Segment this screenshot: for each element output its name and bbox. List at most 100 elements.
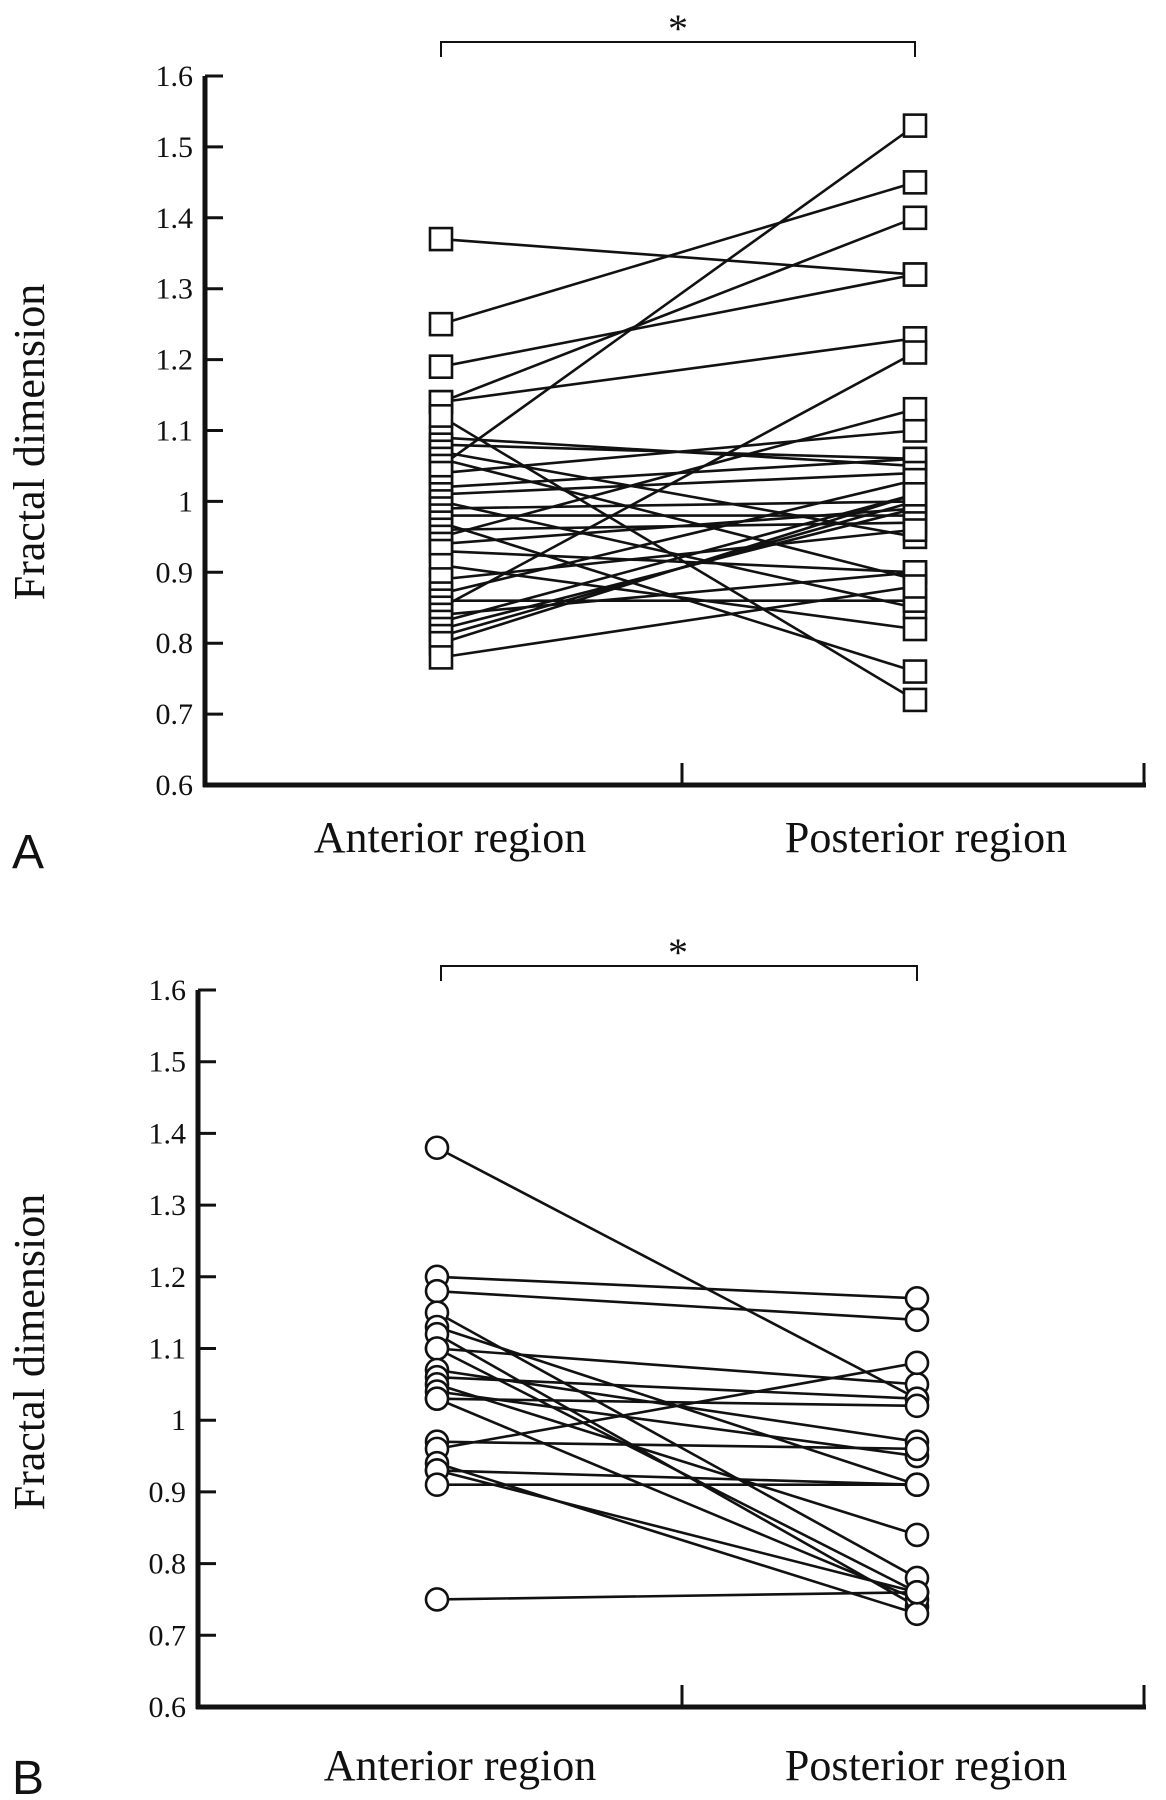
category-label-anterior: Anterior region [324, 1741, 596, 1790]
y-tick-label: 1.5 [156, 131, 194, 164]
pair-line [436, 1440, 918, 1451]
pair-line [440, 124, 916, 468]
pair-line [436, 1461, 918, 1616]
pair-line [440, 528, 916, 581]
bracket-line [440, 41, 916, 57]
pair-line [440, 493, 916, 624]
data-point-square [428, 645, 454, 670]
y-tick-label: 0.6 [156, 769, 194, 802]
data-point-circle [424, 1135, 450, 1161]
pair-line [440, 237, 916, 276]
pair-line [436, 1289, 918, 1322]
pair-lines [436, 1146, 918, 1616]
pair-line [436, 1347, 918, 1386]
y-tick-label: 1.6 [156, 60, 194, 93]
pair-line [436, 1397, 918, 1408]
y-tick-label: 1 [178, 485, 193, 518]
data-point-square [902, 113, 928, 138]
pair-line [440, 478, 916, 595]
data-point-circle [904, 1350, 930, 1376]
data-point-square [428, 226, 454, 252]
data-point-circle [904, 1393, 930, 1419]
pair-lines [440, 124, 916, 702]
data-point-square [428, 311, 454, 337]
pair-line [440, 181, 916, 326]
data-point-square [902, 340, 928, 365]
y-tick-label: 1.1 [156, 415, 194, 448]
pair-line [436, 1383, 918, 1537]
y-tick-label: 1 [171, 1404, 186, 1437]
y-tick-label: 0.8 [156, 627, 194, 660]
markers [424, 1135, 930, 1627]
pair-line [436, 1361, 918, 1451]
pair-line [440, 500, 916, 510]
y-tick-label: 0.8 [149, 1548, 187, 1581]
pair-line [440, 493, 916, 645]
pair-line [436, 1275, 918, 1300]
data-point-square [902, 659, 928, 684]
panel-label: B [12, 1752, 44, 1800]
axes [195, 990, 1146, 1710]
data-point-circle [904, 1436, 930, 1462]
category-label-anterior: Anterior region [314, 813, 586, 862]
data-point-square [428, 404, 454, 429]
y-tick-label: 0.9 [149, 1476, 187, 1509]
y-tick-label: 1.2 [149, 1261, 187, 1294]
y-tick-label: 1.4 [149, 1117, 187, 1150]
pair-line [436, 1390, 918, 1458]
significance-bracket: * [440, 930, 918, 981]
data-point-circle [904, 1522, 930, 1548]
axes [202, 76, 1146, 788]
y-tick-label: 1.2 [156, 344, 194, 377]
data-point-square [902, 170, 928, 195]
panel-a-chart: 0.6 0.7 0.8 0.9 1 1.1 1.2 1.3 1.4 1.5 1.6 * Anteri… [5, 6, 1146, 879]
y-tick-label: 0.9 [156, 556, 194, 589]
pair-line [440, 273, 916, 368]
pair-line [440, 549, 916, 574]
data-point-square [902, 517, 928, 543]
pair-line [440, 585, 916, 659]
data-point-circle [424, 1278, 450, 1304]
pair-line [440, 471, 916, 496]
y-tick-label: 0.7 [156, 698, 194, 731]
y-axis-label: Fractal dimension [5, 284, 54, 601]
pair-line [436, 1469, 918, 1487]
y-tick-label: 1.3 [156, 273, 194, 306]
pair-line [440, 407, 916, 539]
category-label-posterior: Posterior region [785, 813, 1067, 862]
data-point-circle [904, 1472, 930, 1498]
pair-line [440, 351, 916, 609]
y-tick-label: 1.4 [156, 202, 194, 235]
pair-line [436, 1397, 918, 1601]
y-tick-label: 1.3 [149, 1189, 187, 1222]
y-tick-label: 0.7 [149, 1619, 187, 1652]
pair-line [436, 1146, 918, 1400]
pair-line [440, 216, 916, 404]
y-ticks: 0.6 0.7 0.8 0.9 1 1.1 1.2 1.3 1.4 1.5 1.6 [156, 60, 223, 802]
data-point-circle [424, 1386, 450, 1411]
pair-line [440, 457, 916, 581]
significance-asterisk: * [668, 6, 688, 51]
y-tick-label: 0.6 [149, 1691, 187, 1724]
data-point-square [902, 205, 928, 231]
pair-line [436, 1469, 918, 1594]
category-label-posterior: Posterior region [785, 1741, 1067, 1790]
data-point-square [902, 687, 928, 713]
panel-b-chart: 0.6 0.7 0.8 0.9 1 1.1 1.2 1.3 1.4 1.5 1.6 * Anteri… [5, 930, 1146, 1800]
pair-line [436, 1347, 918, 1594]
pair-line [440, 337, 916, 404]
y-axis-label: Fractal dimension [5, 1194, 54, 1511]
data-point-circle [424, 1587, 450, 1612]
pair-line [440, 571, 916, 617]
data-point-circle [904, 1307, 930, 1333]
pair-line [440, 429, 916, 475]
data-point-square [902, 262, 928, 287]
data-point-square [902, 418, 928, 443]
y-tick-label: 1.6 [149, 974, 187, 1007]
panel-label: A [12, 826, 44, 879]
bracket-line [440, 965, 918, 981]
y-tick-label: 1.1 [149, 1333, 187, 1366]
pair-line [436, 1590, 918, 1601]
data-point-square [902, 574, 928, 599]
